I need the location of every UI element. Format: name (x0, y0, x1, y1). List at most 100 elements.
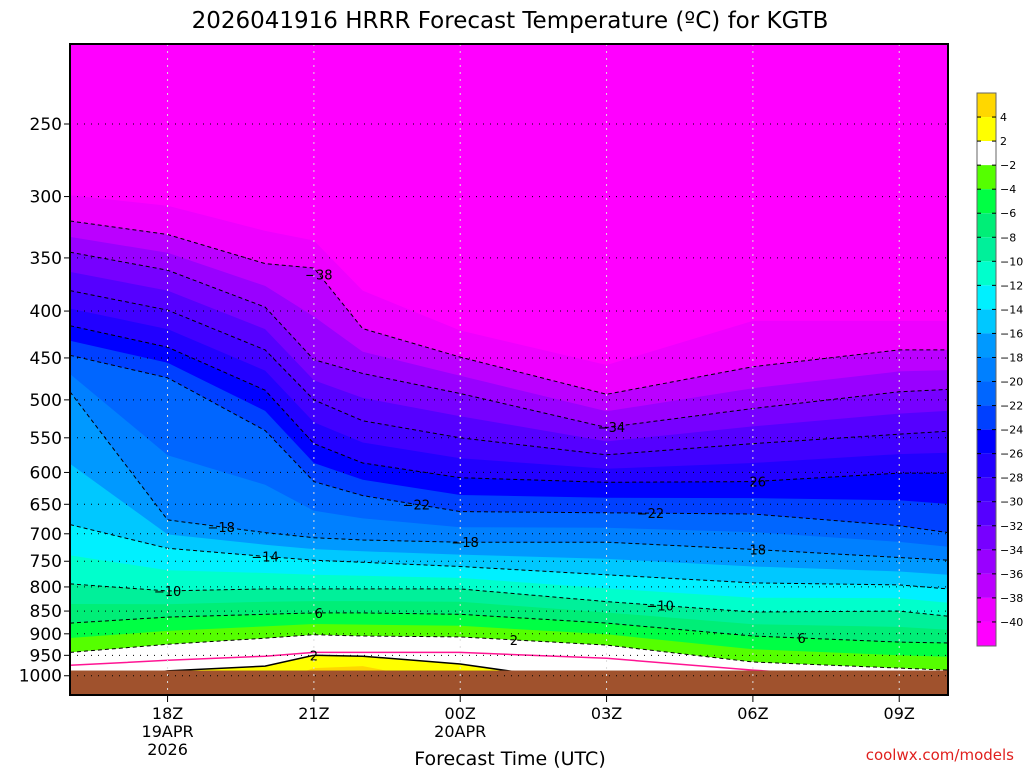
isotherm-line--22 (70, 354, 948, 534)
colorbar-label: −28 (1000, 472, 1023, 485)
isotherm-line--2 (70, 634, 948, 671)
colorbar-label: −26 (1000, 448, 1023, 461)
plot-frame (69, 43, 949, 696)
y-tick-label: 600 (30, 463, 62, 483)
isotherm-line--26 (70, 325, 948, 483)
isotherm-line--14 (70, 524, 948, 590)
contour-label: −22 (403, 498, 430, 513)
y-tick-label: 300 (30, 188, 62, 208)
colorbar-swatch (977, 333, 996, 358)
colorbar-swatch (977, 93, 996, 118)
y-axis: 250 300 350 400 450 500 550 600 650 700 750 800 850 9… (19, 115, 70, 687)
contour-label: 18 (749, 544, 766, 559)
plot-area: −38 −34 26 −22 −22 −18 −18 18 −14 −10 −10 6 6 2 2 (70, 44, 948, 695)
y-tick-label: 550 (30, 429, 62, 449)
colorbar-label: −20 (1000, 376, 1023, 389)
colorbar-label: −16 (1000, 327, 1023, 340)
x-tick-label: 06Z (737, 704, 768, 723)
colorbar-swatch (977, 381, 996, 406)
contour-label: −18 (207, 521, 234, 536)
colorbar-swatch (977, 477, 996, 502)
colorbar-label: −34 (1000, 544, 1023, 557)
colorbar-swatch (977, 285, 996, 310)
credit-link[interactable]: coolwx.com/models (866, 746, 1014, 764)
y-tick-label: 750 (30, 552, 62, 572)
x-tick-sublabel: 19APR (142, 722, 194, 741)
y-tick-label: 850 (30, 602, 62, 622)
x-tick-sublabel: 20APR (434, 722, 486, 741)
colorbar-swatch (977, 213, 996, 238)
contour-label: −10 (646, 599, 673, 614)
colorbar-label: −12 (1000, 279, 1023, 292)
y-tick-label: 500 (30, 391, 62, 411)
colorbar-swatch (977, 549, 996, 574)
colorbar-swatch (977, 309, 996, 334)
isotherm-line--18 (70, 391, 948, 561)
colorbar-swatch (977, 261, 996, 286)
colorbar-swatch (977, 357, 996, 382)
isotherm-line--6 (70, 612, 948, 644)
colorbar-swatch (977, 117, 996, 142)
colorbar-label: −2 (1000, 159, 1016, 172)
contour-label: 6 (798, 632, 806, 647)
colorbar-label: −14 (1000, 303, 1023, 316)
x-tick-label: 21Z (298, 704, 329, 723)
isotherm-line--30 (70, 290, 948, 456)
colorbar-swatch (977, 597, 996, 622)
y-tick-label: 400 (30, 302, 62, 322)
colorbar-swatch (977, 429, 996, 454)
contour-label: −14 (251, 550, 278, 565)
colorbar-swatch (977, 165, 996, 190)
colorbar: 4 2 −2 −4 −6 −8 −10 −12 −14 −16 −18 −20 −22 −24 −26 −28… (976, 92, 1023, 647)
colorbar-swatch (977, 189, 996, 214)
isotherm-line--38 (70, 220, 948, 395)
colorbar-label: −10 (1000, 255, 1023, 268)
colorbar-label: 4 (1000, 111, 1007, 124)
colorbar-swatch (977, 525, 996, 550)
y-tick-label: 450 (30, 349, 62, 369)
y-tick-label: 800 (30, 578, 62, 598)
colorbar-swatch (977, 573, 996, 598)
contour-label: −10 (154, 585, 181, 600)
colorbar-label: −36 (1000, 568, 1023, 581)
contour-label: 2 (310, 649, 318, 664)
x-axis-label: Forecast Time (UTC) (414, 748, 605, 768)
colorbar-label: −4 (1000, 183, 1016, 196)
colorbar-swatch (977, 237, 996, 262)
colorbar-frame (976, 92, 997, 647)
contour-label: 6 (315, 607, 323, 622)
colorbar-label: −8 (1000, 231, 1016, 244)
contour-label: 26 (749, 475, 766, 490)
colorbar-label: −32 (1000, 520, 1023, 533)
colorbar-label: −24 (1000, 424, 1023, 437)
colorbar-swatch (977, 501, 996, 526)
x-tick-sublabel: 2026 (147, 740, 188, 759)
y-tick-label: 250 (30, 115, 62, 135)
ground-surface (70, 670, 948, 695)
colorbar-label: −38 (1000, 592, 1023, 605)
colorbar-label: −30 (1000, 496, 1023, 509)
contour-label: −34 (598, 421, 625, 436)
colorbar-label: −22 (1000, 400, 1023, 413)
colorbar-swatch (977, 621, 996, 646)
contour-label: −18 (451, 536, 478, 551)
colorbar-label: −40 (1000, 616, 1023, 629)
colorbar-swatch (977, 453, 996, 478)
chart-title: 2026041916 HRRR Forecast Temperature (ºC… (192, 8, 829, 34)
y-tick-label: 950 (30, 646, 62, 666)
y-tick-label: 650 (30, 495, 62, 515)
y-tick-label: 700 (30, 525, 62, 545)
x-tick-label: 18Z (152, 704, 183, 723)
colorbar-label: −18 (1000, 351, 1023, 364)
y-tick-label: 350 (30, 249, 62, 269)
colorbar-swatch (977, 405, 996, 430)
y-tick-label: 900 (30, 625, 62, 645)
x-tick-label: 00Z (445, 704, 476, 723)
colorbar-label: 2 (1000, 135, 1007, 148)
x-tick-label: 03Z (591, 704, 622, 723)
colorbar-swatch (977, 141, 996, 166)
y-tick-label: 1000 (19, 667, 62, 687)
contour-label: −38 (305, 269, 332, 284)
